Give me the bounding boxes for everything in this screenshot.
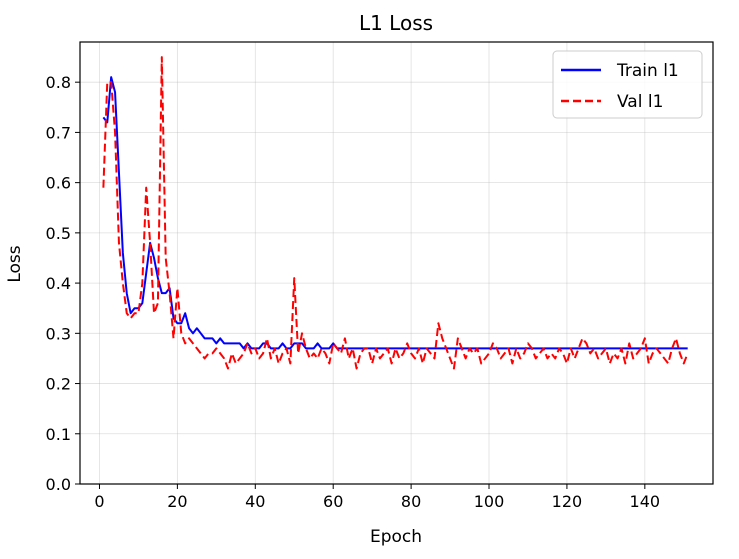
plot-frame — [79, 41, 714, 485]
y-tick-label: 0.4 — [46, 274, 71, 293]
legend: Train l1 Val l1 — [552, 50, 703, 119]
x-axis-label: Epoch — [370, 527, 422, 547]
x-tick-label: 100 — [474, 492, 505, 511]
x-axis-ticks: 0 20 40 60 80 100 120 140 — [94, 484, 660, 511]
x-tick-label: 60 — [323, 492, 343, 511]
grid — [80, 42, 713, 485]
y-tick-label: 0.8 — [46, 73, 71, 92]
y-tick-label: 0.6 — [46, 174, 71, 193]
chart-title: L1 Loss — [359, 11, 433, 35]
series-line-train — [102, 76, 688, 350]
y-tick-label: 0.7 — [46, 123, 71, 142]
series-line-val — [102, 56, 689, 370]
x-tick-label: 40 — [245, 492, 265, 511]
y-tick-label: 0.2 — [46, 375, 71, 394]
y-tick-label: 0.3 — [46, 324, 71, 343]
x-tick-label: 20 — [167, 492, 187, 511]
legend-label-val: Val l1 — [617, 92, 663, 112]
x-tick-label: 120 — [552, 492, 583, 511]
y-axis-ticks: 0.0 0.1 0.2 0.3 0.4 0.5 0.6 0.7 0.8 — [46, 73, 80, 494]
series-lines — [102, 56, 689, 370]
legend-label-train: Train l1 — [616, 61, 679, 81]
y-tick-label: 0.1 — [46, 425, 71, 444]
x-tick-label: 0 — [94, 492, 104, 511]
y-tick-label: 0.5 — [46, 224, 71, 243]
x-tick-label: 140 — [630, 492, 661, 511]
y-tick-label: 0.0 — [46, 475, 71, 494]
y-axis-label: Loss — [5, 245, 25, 282]
x-tick-label: 80 — [401, 492, 421, 511]
